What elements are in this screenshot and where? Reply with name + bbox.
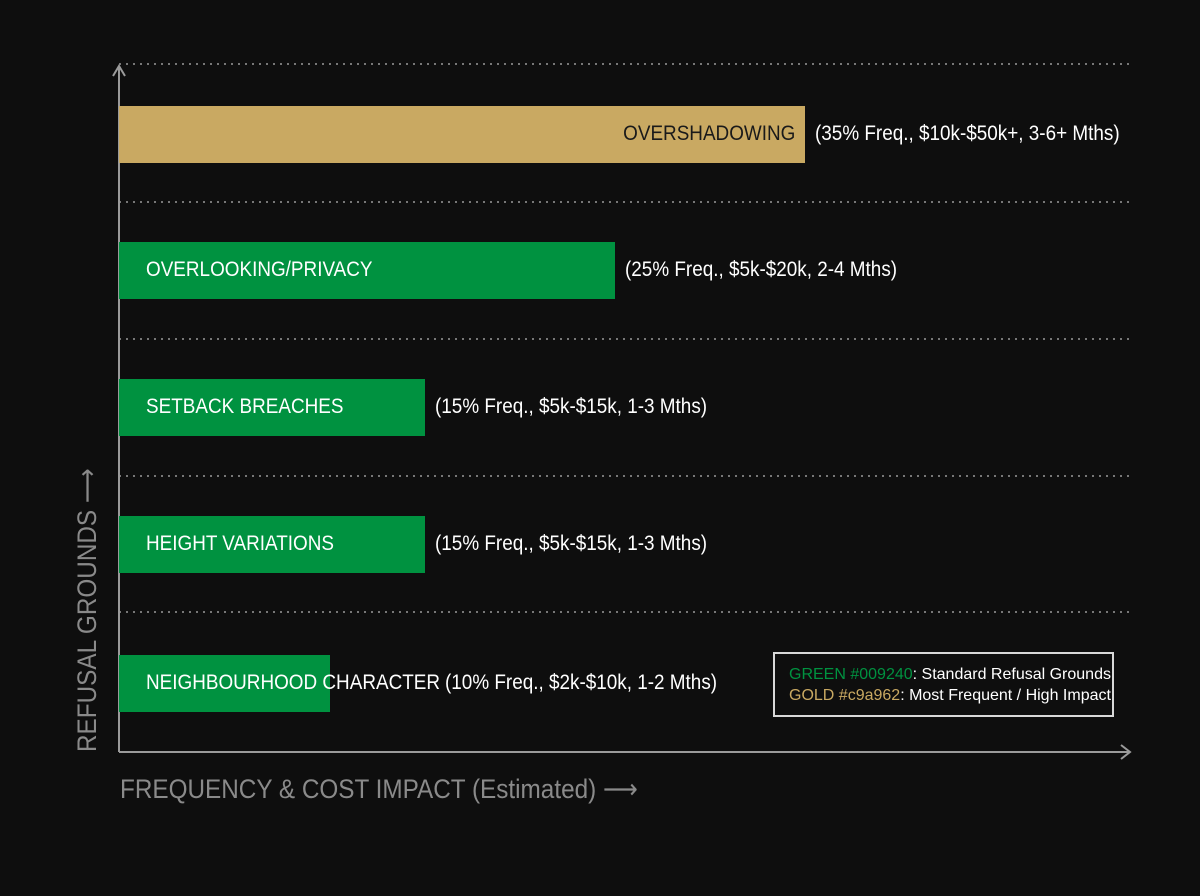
- legend: GREEN #009240: Standard Refusal Grounds …: [773, 652, 1114, 717]
- bar-label: SETBACK BREACHES: [146, 395, 344, 418]
- data-annotation: (10% Freq., $2k-$10k, 1-2 Mths): [445, 671, 718, 694]
- x-axis-label: FREQUENCY & COST IMPACT (Estimated) ⟶: [120, 774, 638, 804]
- bar-label: NEIGHBOURHOOD CHARACTER: [146, 671, 441, 694]
- data-annotation: (35% Freq., $10k-$50k+, 3-6+ Mths): [815, 122, 1120, 145]
- data-annotation: (15% Freq., $5k-$15k, 1-3 Mths): [435, 395, 708, 418]
- bar: [119, 379, 425, 436]
- legend-item-gold: GOLD #c9a962: Most Frequent / High Impac…: [789, 685, 1112, 706]
- bar-label: OVERSHADOWING: [622, 122, 795, 145]
- bar: [119, 516, 425, 573]
- bar: [119, 242, 615, 299]
- y-axis-arrow-icon: [112, 64, 126, 77]
- legend-key: GREEN #009240: [789, 666, 913, 683]
- data-annotation: (25% Freq., $5k-$20k, 2-4 Mths): [625, 258, 898, 281]
- legend-text: : Standard Refusal Grounds: [912, 666, 1111, 683]
- legend-key: GOLD #c9a962: [789, 687, 901, 704]
- data-annotation: (15% Freq., $5k-$15k, 1-3 Mths): [435, 532, 708, 555]
- bar-label: OVERLOOKING/PRIVACY: [146, 258, 373, 281]
- y-axis-label: REFUSAL GROUNDS ⟶: [72, 468, 102, 752]
- x-axis-arrow-icon: [1120, 744, 1132, 760]
- bar-label: HEIGHT VARIATIONS: [146, 532, 334, 555]
- bar: [119, 655, 330, 712]
- legend-item-green: GREEN #009240: Standard Refusal Grounds: [789, 664, 1112, 685]
- legend-text: : Most Frequent / High Impact: [900, 687, 1111, 704]
- bar: [119, 106, 805, 163]
